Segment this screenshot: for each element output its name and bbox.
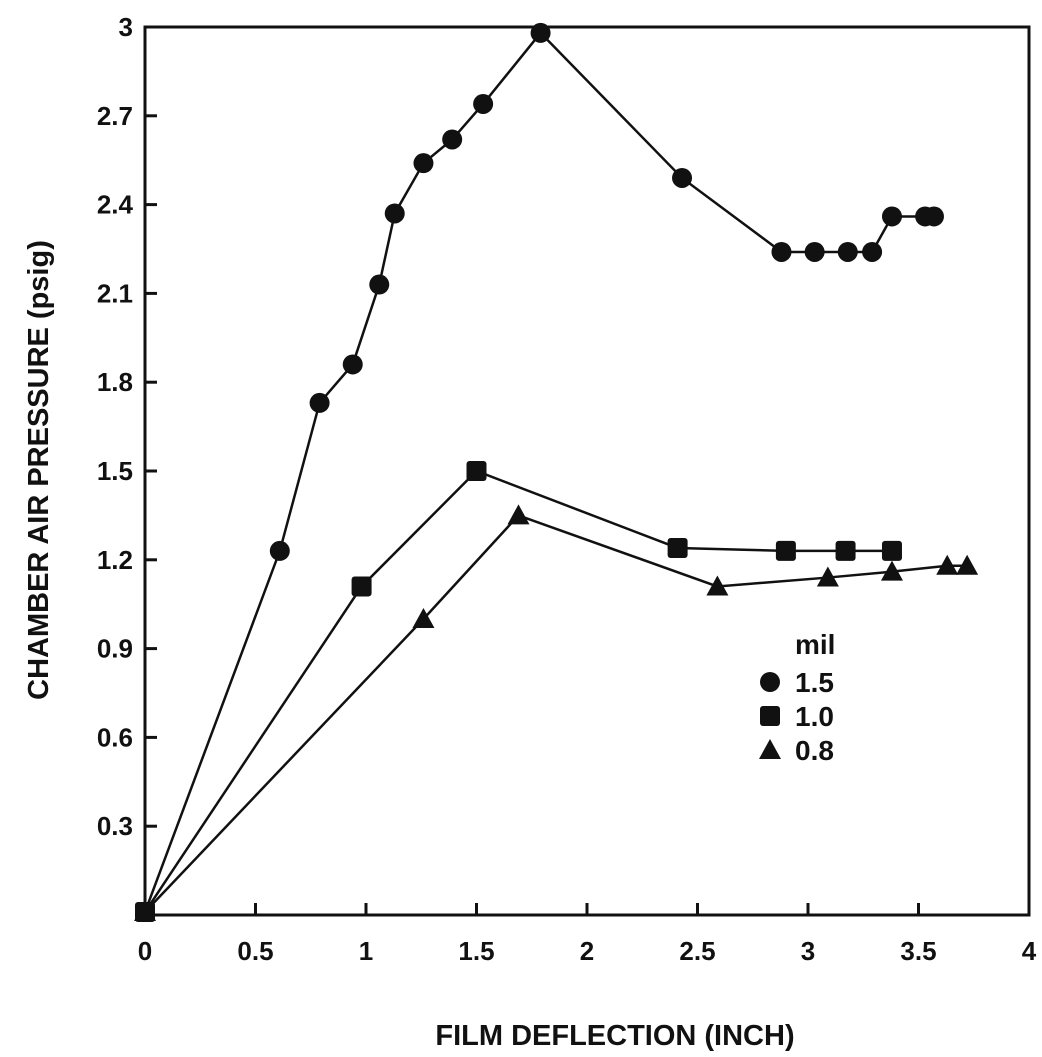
data-point-circle xyxy=(923,206,944,227)
x-tick-label: 2.5 xyxy=(679,936,715,966)
series-line xyxy=(144,513,968,913)
series-line xyxy=(143,469,892,913)
data-point-circle xyxy=(413,153,434,174)
y-axis-ticks: 0.3 0.6 0.9 1.2 1.5 1.8 2.1 2.4 2.7 3 xyxy=(97,12,157,841)
data-point-square xyxy=(881,540,902,561)
data-point-triangle xyxy=(134,901,156,922)
x-tick-label: 3 xyxy=(801,936,815,966)
legend-label: 1.0 xyxy=(795,701,834,732)
data-point-square xyxy=(667,537,688,558)
data-point-circle xyxy=(771,241,792,262)
data-point-triangle xyxy=(936,554,959,575)
series-layer xyxy=(134,22,979,923)
data-point-circle xyxy=(384,203,405,224)
x-tick-label: 1.5 xyxy=(458,936,494,966)
x-tick-label: 0.5 xyxy=(237,936,273,966)
y-tick-label: 0.3 xyxy=(97,811,133,841)
data-point-triangle xyxy=(706,575,729,596)
series-circle xyxy=(135,22,944,923)
y-tick-label: 1.5 xyxy=(97,456,133,486)
data-point-square xyxy=(351,576,372,597)
legend: mil 1.51.00.8 xyxy=(759,629,835,766)
y-tick-label: 3 xyxy=(119,12,133,42)
data-point-circle xyxy=(369,274,390,295)
x-tick-label: 3.5 xyxy=(900,936,936,966)
data-point-circle xyxy=(672,167,693,188)
plot-frame xyxy=(143,25,1031,917)
x-axis-title: FILM DEFLECTION (INCH) xyxy=(435,1020,794,1052)
legend-title: mil xyxy=(795,629,835,660)
data-point-circle xyxy=(837,241,858,262)
data-point-circle xyxy=(269,540,290,561)
x-axis-ticks: 0 0.5 1 1.5 2 2.5 3 3.5 4 xyxy=(138,903,1037,966)
data-point-circle xyxy=(804,241,825,262)
data-point-circle xyxy=(342,354,363,375)
legend-circle-icon xyxy=(760,672,780,692)
legend-triangle-icon xyxy=(759,739,781,759)
series-line xyxy=(143,31,934,913)
legend-square-icon xyxy=(760,706,780,726)
data-point-triangle xyxy=(507,504,530,525)
data-point-triangle xyxy=(956,554,979,575)
y-tick-label: 2.1 xyxy=(97,278,133,308)
legend-label: 1.5 xyxy=(795,667,834,698)
data-point-circle xyxy=(862,241,883,262)
data-point-circle xyxy=(530,22,551,43)
series-triangle xyxy=(134,504,979,922)
legend-label: 0.8 xyxy=(795,735,834,766)
x-tick-label: 1 xyxy=(359,936,373,966)
data-point-circle xyxy=(309,392,330,413)
data-point-square xyxy=(835,540,856,561)
y-tick-label: 0.6 xyxy=(97,722,133,752)
y-tick-label: 2.7 xyxy=(97,101,133,131)
x-tick-label: 2 xyxy=(580,936,594,966)
y-tick-label: 1.8 xyxy=(97,367,133,397)
y-tick-label: 2.4 xyxy=(97,190,134,220)
data-point-circle xyxy=(442,129,463,150)
y-tick-label: 0.9 xyxy=(97,634,133,664)
data-point-square xyxy=(466,461,487,481)
x-tick-label: 4 xyxy=(1022,936,1037,966)
data-point-triangle xyxy=(880,560,903,581)
data-point-circle xyxy=(473,93,494,114)
y-axis-title: CHAMBER AIR PRESSURE (psig) xyxy=(23,240,55,700)
series-square xyxy=(135,461,902,923)
data-point-triangle xyxy=(412,608,435,628)
data-point-square xyxy=(775,540,796,561)
x-tick-label: 0 xyxy=(138,936,152,966)
data-point-circle xyxy=(881,206,902,227)
data-point-triangle xyxy=(816,566,839,587)
y-tick-label: 1.2 xyxy=(97,545,133,575)
